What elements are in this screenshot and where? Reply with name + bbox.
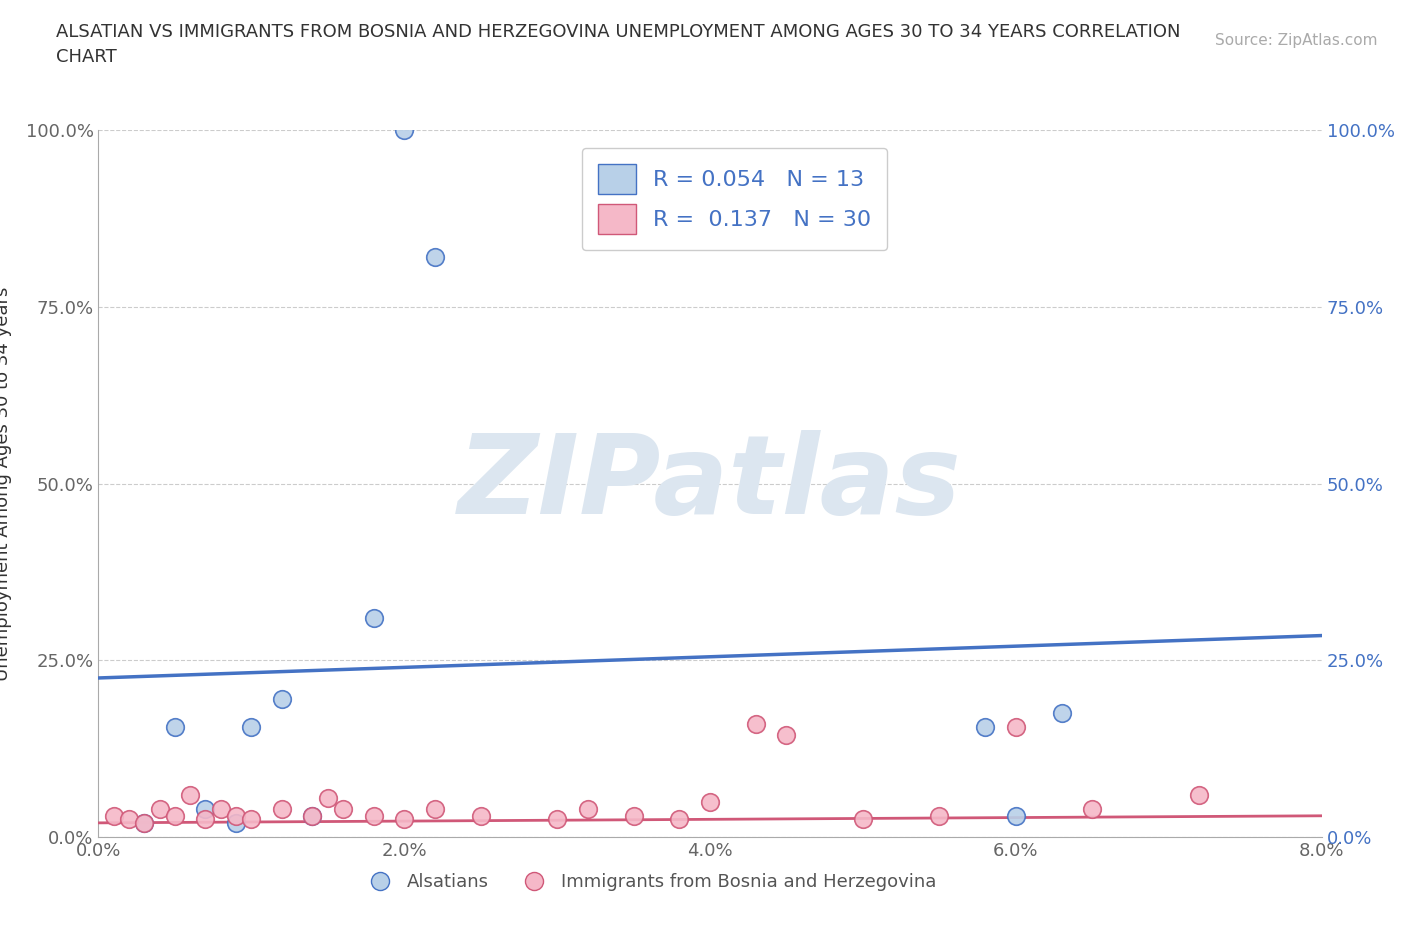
Point	[270, 802, 294, 817]
Legend: Alsatians, Immigrants from Bosnia and Herzegovina: Alsatians, Immigrants from Bosnia and He…	[354, 866, 943, 898]
Point	[1188, 787, 1211, 802]
Point	[225, 808, 247, 823]
Point	[745, 716, 768, 731]
Point	[209, 802, 232, 817]
Point	[301, 808, 323, 823]
Point	[623, 808, 645, 823]
Point	[363, 610, 385, 625]
Point	[194, 812, 217, 827]
Point	[1081, 802, 1104, 817]
Text: Source: ZipAtlas.com: Source: ZipAtlas.com	[1215, 33, 1378, 47]
Y-axis label: Unemployment Among Ages 30 to 34 years: Unemployment Among Ages 30 to 34 years	[0, 286, 11, 681]
Point	[423, 802, 446, 817]
Point	[470, 808, 492, 823]
Point	[301, 808, 323, 823]
Point	[163, 808, 186, 823]
Point	[423, 250, 446, 265]
Point	[225, 816, 247, 830]
Point	[392, 812, 416, 827]
Point	[163, 720, 186, 735]
Point	[392, 123, 416, 138]
Point	[928, 808, 950, 823]
Point	[1004, 808, 1026, 823]
Point	[699, 794, 721, 809]
Point	[149, 802, 172, 817]
Point	[270, 692, 294, 707]
Point	[118, 812, 141, 827]
Point	[1004, 720, 1026, 735]
Point	[316, 790, 339, 805]
Point	[103, 808, 125, 823]
Point	[194, 802, 217, 817]
Point	[240, 812, 263, 827]
Point	[134, 816, 156, 830]
Point	[332, 802, 354, 817]
Text: ALSATIAN VS IMMIGRANTS FROM BOSNIA AND HERZEGOVINA UNEMPLOYMENT AMONG AGES 30 TO: ALSATIAN VS IMMIGRANTS FROM BOSNIA AND H…	[56, 23, 1181, 66]
Point	[974, 720, 997, 735]
Point	[134, 816, 156, 830]
Point	[179, 787, 201, 802]
Point	[240, 720, 263, 735]
Point	[546, 812, 568, 827]
Point	[576, 802, 599, 817]
Text: ZIPatlas: ZIPatlas	[458, 430, 962, 538]
Point	[852, 812, 875, 827]
Point	[1050, 706, 1073, 721]
Point	[668, 812, 690, 827]
Point	[775, 727, 797, 742]
Point	[363, 808, 385, 823]
